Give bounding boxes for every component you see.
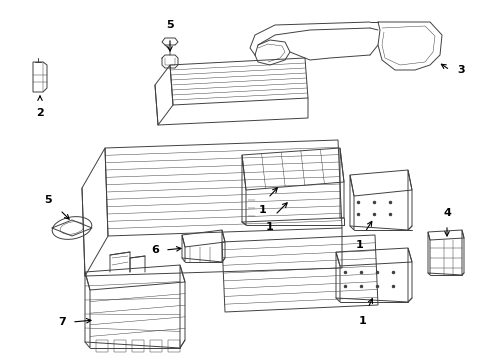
Text: 1: 1 — [359, 316, 367, 326]
Text: 6: 6 — [151, 245, 159, 255]
Text: 2: 2 — [36, 108, 44, 118]
Text: 5: 5 — [44, 195, 52, 205]
Text: 1: 1 — [266, 222, 274, 232]
Text: 1: 1 — [356, 240, 364, 250]
Text: 5: 5 — [166, 20, 174, 30]
Text: 7: 7 — [58, 317, 66, 327]
Text: 1: 1 — [259, 205, 267, 215]
Text: 4: 4 — [443, 208, 451, 218]
Text: 3: 3 — [457, 65, 465, 75]
